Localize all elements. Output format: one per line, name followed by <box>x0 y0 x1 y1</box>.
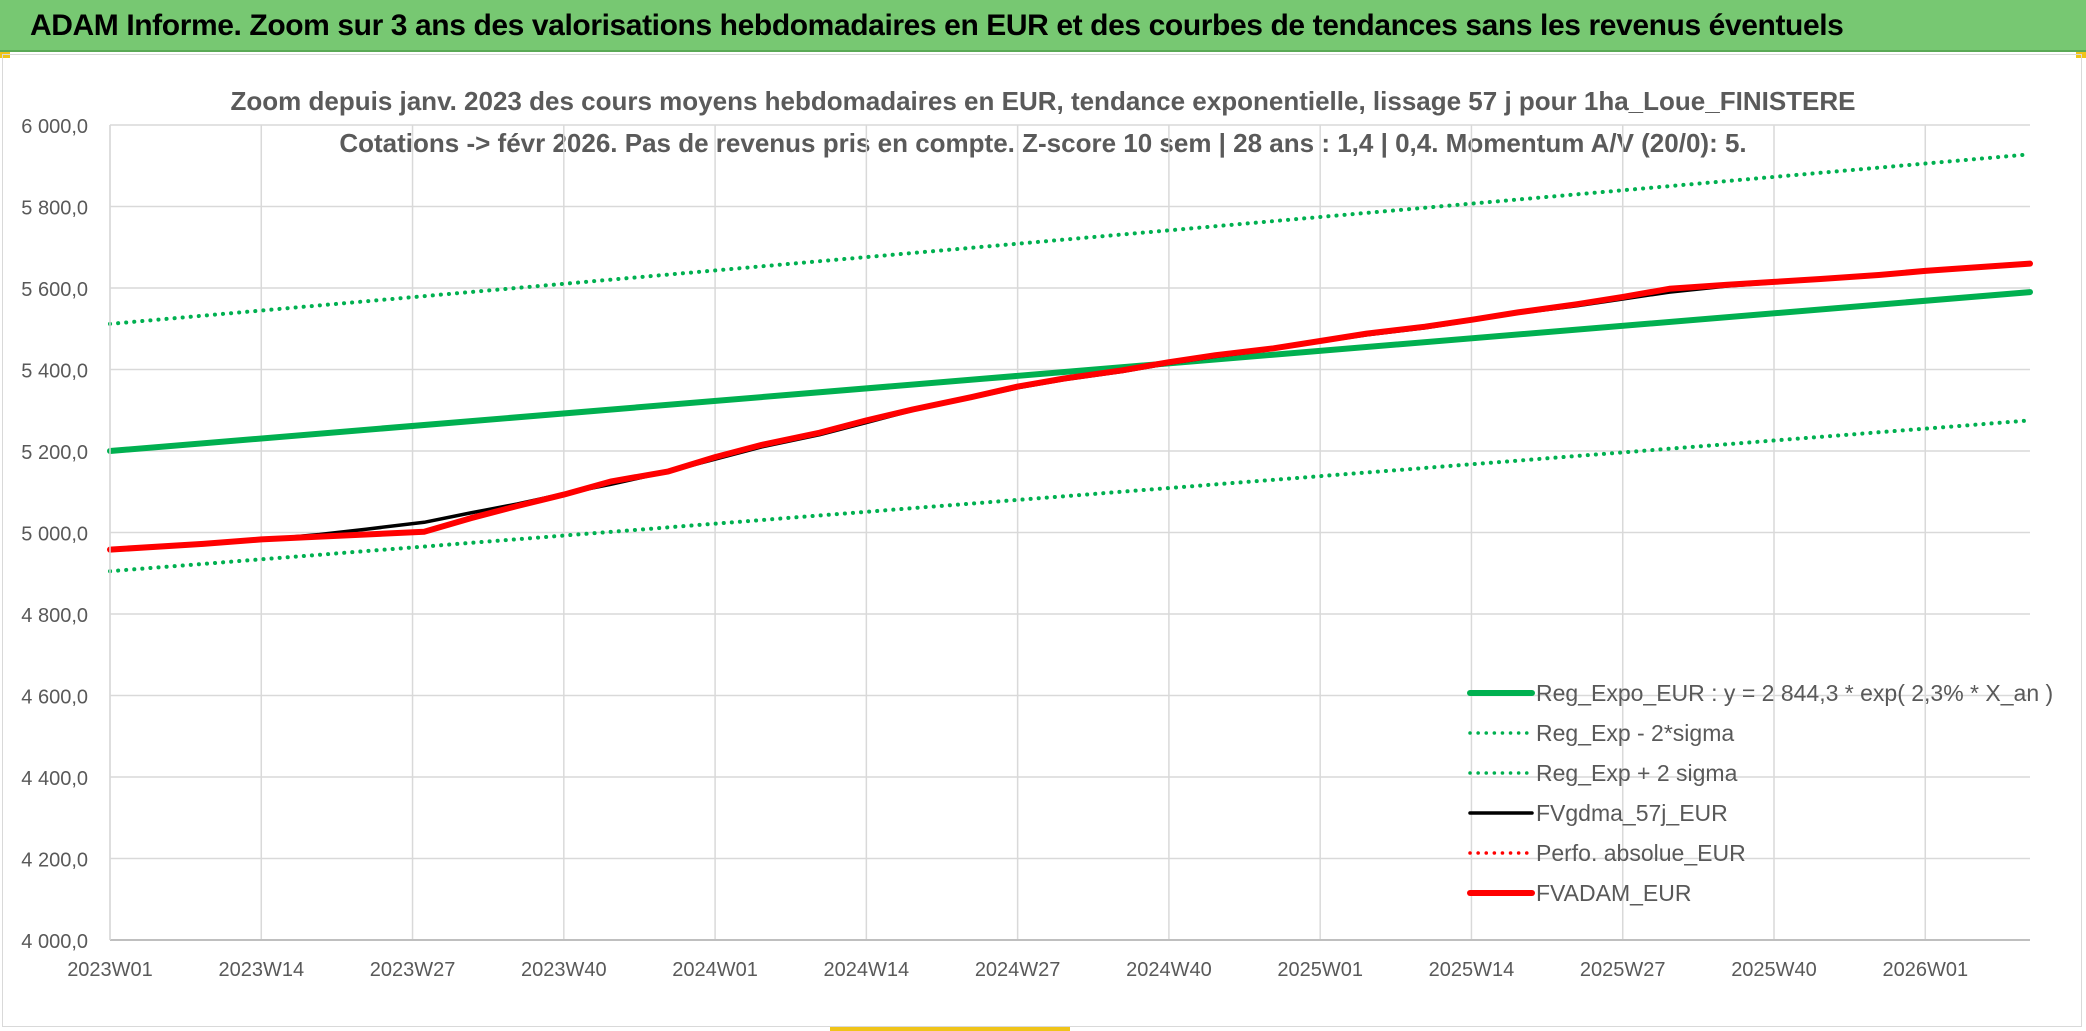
bottom-accent-bar <box>830 1027 1070 1031</box>
x-tick-label: 2023W40 <box>521 959 607 981</box>
x-tick-label: 2025W14 <box>1429 959 1515 981</box>
legend: Reg_Expo_EUR : y = 2 844,3 * exp( 2,3% *… <box>1467 680 2053 906</box>
y-tick-label: 4 400,0 <box>21 768 88 790</box>
series-line-reg_exp <box>108 418 2032 574</box>
y-tick-label: 4 800,0 <box>21 605 88 627</box>
y-tick-label: 5 000,0 <box>21 524 88 546</box>
legend-label: FVgdma_57j_EUR <box>1536 800 1728 826</box>
banner-title: ADAM Informe. Zoom sur 3 ans des valoris… <box>30 9 1844 42</box>
series-line-fvgdma_57j_eur <box>108 262 2032 552</box>
y-tick-label: 5 400,0 <box>21 361 88 383</box>
corner-marker-left <box>0 52 10 58</box>
x-tick-label: 2024W01 <box>672 959 758 981</box>
legend-label: Perfo. absolue_EUR <box>1536 840 1746 866</box>
legend-label: Reg_Exp + 2 sigma <box>1536 760 1738 786</box>
series-layer <box>107 152 2033 574</box>
y-tick-label: 4 000,0 <box>21 931 88 953</box>
series-line-reg_expo_eur <box>107 289 2033 454</box>
chart-title-line-1: Zoom depuis janv. 2023 des cours moyens … <box>230 86 1856 116</box>
x-tick-label: 2026W01 <box>1882 959 1968 981</box>
y-tick-label: 5 200,0 <box>21 442 88 464</box>
x-tick-label: 2024W27 <box>975 959 1061 981</box>
y-tick-label: 6 000,0 <box>21 116 88 138</box>
y-tick-label: 4 200,0 <box>21 850 88 872</box>
legend-label: Reg_Expo_EUR : y = 2 844,3 * exp( 2,3% *… <box>1536 680 2053 706</box>
x-tick-label: 2025W01 <box>1277 959 1363 981</box>
chart-title-line-2: Cotations -> févr 2026. Pas de revenus p… <box>339 128 1747 158</box>
series-line-fvadam_eur <box>107 260 2033 553</box>
y-tick-label: 5 600,0 <box>21 279 88 301</box>
x-tick-label: 2024W40 <box>1126 959 1212 981</box>
x-tick-label: 2023W01 <box>67 959 153 981</box>
x-tick-label: 2024W14 <box>824 959 910 981</box>
legend-label: FVADAM_EUR <box>1536 880 1692 906</box>
y-tick-label: 4 600,0 <box>21 687 88 709</box>
x-tick-label: 2023W14 <box>218 959 304 981</box>
series-line-reg_exp <box>108 152 2032 326</box>
title-banner: ADAM Informe. Zoom sur 3 ans des valoris… <box>0 0 2086 52</box>
y-tick-label: 5 800,0 <box>21 198 88 220</box>
x-tick-label: 2023W27 <box>370 959 456 981</box>
x-tick-label: 2025W40 <box>1731 959 1817 981</box>
legend-label: Reg_Exp - 2*sigma <box>1536 720 1734 746</box>
axis-layer: 6 000,0 5 800,0 5 600,0 5 400,0 5 200,0 5 000… <box>21 116 2030 981</box>
x-tick-label: 2025W27 <box>1580 959 1666 981</box>
